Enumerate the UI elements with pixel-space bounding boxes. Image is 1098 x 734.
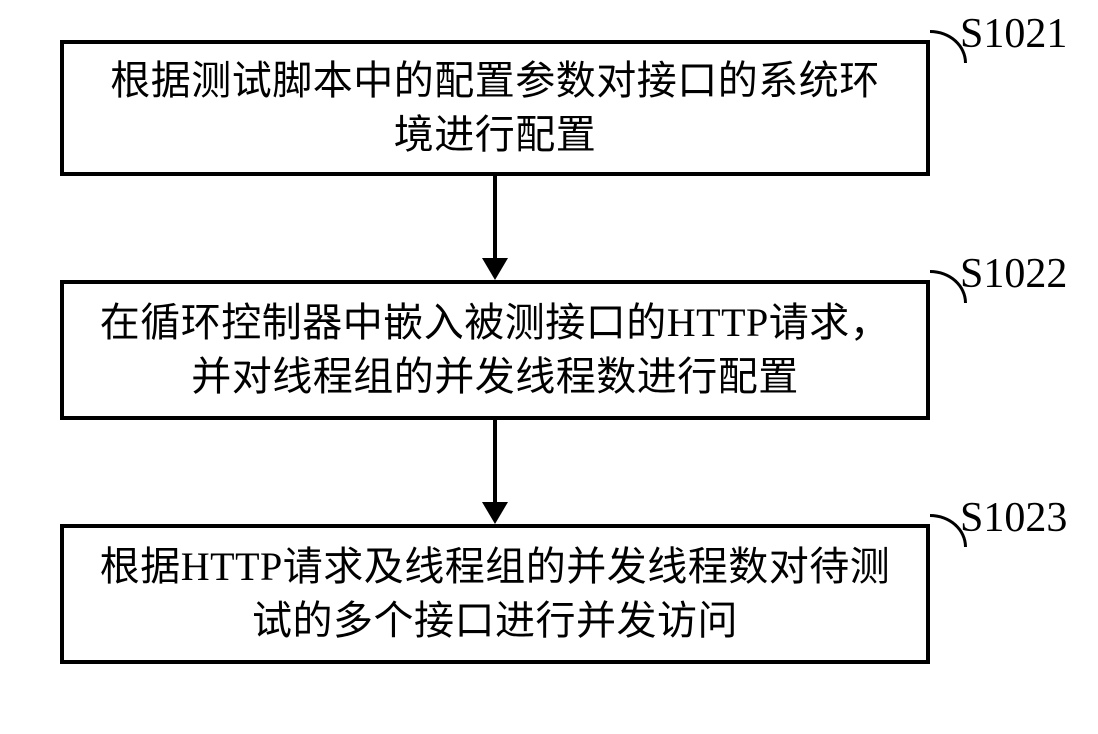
step-text: 根据测试脚本中的配置参数对接口的系统环境进行配置	[92, 54, 898, 162]
flowchart-canvas: 根据测试脚本中的配置参数对接口的系统环境进行配置 S1021 在循环控制器中嵌入…	[0, 0, 1098, 734]
arrow-head-icon	[482, 258, 508, 280]
step-text: 根据HTTP请求及线程组的并发线程数对待测试的多个接口进行并发访问	[92, 540, 898, 648]
step-text: 在循环控制器中嵌入被测接口的HTTP请求，并对线程组的并发线程数进行配置	[92, 296, 898, 404]
arrow-head-icon	[482, 502, 508, 524]
step-label-s1023: S1023	[960, 494, 1067, 542]
step-box-s1023: 根据HTTP请求及线程组的并发线程数对待测试的多个接口进行并发访问	[60, 524, 930, 664]
arrow-s1021-s1022	[493, 176, 497, 258]
arrow-s1022-s1023	[493, 420, 497, 502]
step-box-s1022: 在循环控制器中嵌入被测接口的HTTP请求，并对线程组的并发线程数进行配置	[60, 280, 930, 420]
step-box-s1021: 根据测试脚本中的配置参数对接口的系统环境进行配置	[60, 40, 930, 176]
step-label-s1021: S1021	[960, 10, 1067, 58]
step-label-s1022: S1022	[960, 250, 1067, 298]
